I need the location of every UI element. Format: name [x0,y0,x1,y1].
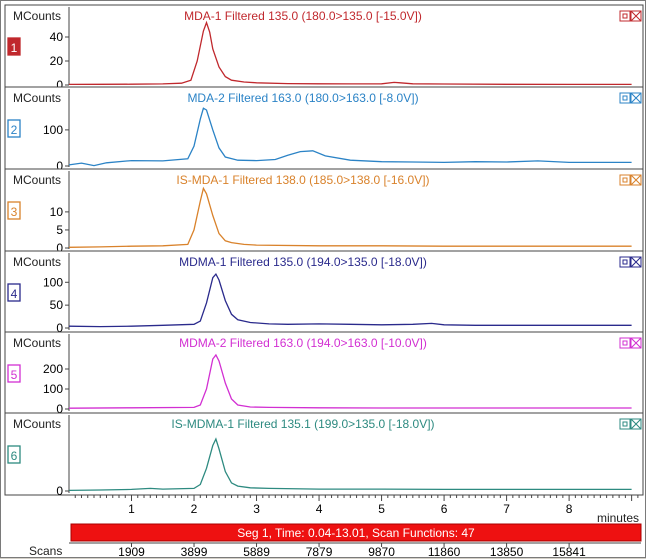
close-icon-cross [630,10,642,22]
restore-icon [619,10,631,22]
x-tick-label: 8 [566,502,573,516]
close-icon-cross [630,418,642,430]
x-tick-label: 1 [128,502,135,516]
series-line [68,107,632,167]
x-tick-label: 3 [253,502,260,516]
segment-bar-text: Seg 1, Time: 0.04-13.01, Scan Functions:… [237,526,475,540]
panel-frame [4,331,644,414]
trace-title: MDMA-1 Filtered 135.0 (194.0>135.0 [-18.… [179,255,427,269]
y-axis-label: MCounts [13,336,61,350]
y-tick-label: 40 [50,30,64,44]
scan-tick-label: 1909 [118,545,145,559]
y-tick-label: 0 [56,402,63,416]
y-tick-label: 5 [56,223,63,237]
scan-tick-label: 11860 [428,545,461,559]
trace-number-box [7,445,21,464]
trace-number-box [7,201,21,220]
trace-number: 5 [11,368,18,382]
trace-number: 3 [11,205,18,219]
restore-icon-inner [622,177,628,183]
y-tick-label: 100 [43,382,63,396]
trace-title: IS-MDMA-1 Filtered 135.1 (199.0>135.0 [-… [171,417,434,431]
scan-tick-label: 3899 [181,545,208,559]
restore-icon-inner [622,340,628,346]
y-tick-label: 0 [56,321,63,335]
y-axis-label: MCounts [13,255,61,269]
restore-icon [619,337,631,349]
scan-tick-label: 7879 [306,545,333,559]
panel-4: MCounts 4 0 50 100 MDMA-1 Filtered 135.0 (194… [4,250,644,335]
panel-frame [4,412,644,496]
segment-bar [70,523,642,542]
x-axis: 1 2 3 4 5 6 7 8 minutes [69,494,641,525]
y-tick-label: 100 [43,123,63,137]
x-tick-label: 5 [378,502,385,516]
trace-number-box [7,37,21,56]
panel-2: MCounts 2 0 100 MDA-2 Filtered 163.0 (180.0>… [4,86,644,173]
trace-title: MDA-2 Filtered 163.0 (180.0>163.0 [-8.0V… [187,91,418,105]
scan-tick-label: 13850 [490,545,524,559]
y-tick-label: 20 [50,54,64,68]
close-icon-cross [630,337,642,349]
series-line [68,353,632,409]
trace-title: MDA-1 Filtered 135.0 (180.0>135.0 [-15.0… [184,9,422,23]
y-tick-label: 0 [56,159,63,173]
close-icon-cross [630,92,642,104]
y-tick-label: 100 [43,275,63,289]
y-axis-label: MCounts [13,9,61,23]
restore-icon-inner [622,95,628,101]
x-tick-label: 6 [441,502,448,516]
scan-tick-label: 5889 [243,545,270,559]
trace-number: 1 [11,41,18,55]
restore-icon-inner [622,13,628,19]
trace-number: 6 [11,449,18,463]
scan-tick-label: 9870 [368,545,395,559]
restore-icon [619,256,631,268]
panel-1: MCounts 1 0 20 40 MDA-1 Filtered 135.0 (180.0… [4,4,644,92]
x-tick-label: 2 [191,502,198,516]
y-tick-label: 0 [56,241,63,255]
y-tick-label: 10 [50,205,64,219]
x-tick-label: 4 [316,502,323,516]
series-line [68,20,632,86]
trace-number: 4 [11,287,18,301]
y-axis-label: MCounts [13,173,61,187]
restore-icon [619,418,631,430]
scan-tick-label: 15841 [552,545,586,559]
trace-number-box [7,119,21,138]
y-axis-label: MCounts [13,417,61,431]
restore-icon [619,92,631,104]
close-icon-cross [630,174,642,186]
restore-icon-inner [622,259,628,265]
series-line [68,437,632,492]
scans-label: Scans [29,544,62,558]
y-tick-label: 50 [50,298,64,312]
panel-3: MCounts 3 0 5 10 IS-MDA-1 Filtered 138.0 (185… [4,168,644,255]
trace-number-box [7,364,21,383]
restore-icon [619,174,631,186]
trace-title: MDMA-2 Filtered 163.0 (194.0>163.0 [-10.… [179,336,427,350]
x-axis-label: minutes [597,511,639,525]
trace-title: IS-MDA-1 Filtered 138.0 (185.0>138.0 [-1… [176,173,429,187]
series-line [68,186,632,248]
y-tick-label: 200 [43,362,63,376]
close-icon-cross [630,256,642,268]
panel-5: MCounts 5 0 100 200 MDMA-2 Filtered 163.0 (19… [4,331,644,416]
y-axis-label: MCounts [13,91,61,105]
trace-number-box [7,283,21,302]
panel-frame [4,168,644,252]
series-line [68,272,632,328]
panel-frame [4,4,644,88]
restore-icon-inner [622,421,628,427]
panel-6: MCounts 6 0 IS-MDMA-1 Filtered 135.1 (199.0… [4,412,644,498]
trace-number: 2 [11,123,18,137]
panel-frame [4,250,644,333]
y-tick-label: 0 [56,484,63,498]
y-tick-label: 0 [56,78,63,92]
x-tick-label: 7 [503,502,510,516]
